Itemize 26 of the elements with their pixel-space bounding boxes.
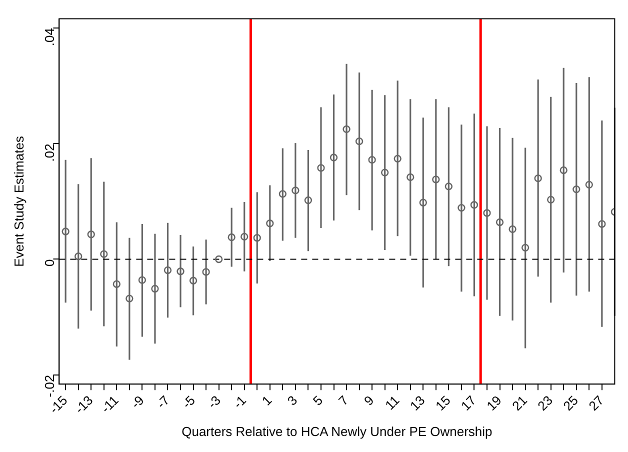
x-tick-label: 21 bbox=[509, 392, 530, 414]
y-tick-label: 0 bbox=[42, 259, 57, 266]
x-tick-label: 27 bbox=[586, 392, 607, 414]
x-tick-label: 7 bbox=[335, 392, 352, 408]
y-axis-title: Event Study Estimates bbox=[11, 136, 26, 267]
x-tick-label: -7 bbox=[154, 392, 172, 412]
x-tick-label: -9 bbox=[128, 392, 147, 412]
x-tick-label: 25 bbox=[560, 392, 582, 414]
x-tick-label: 1 bbox=[258, 392, 275, 408]
x-tick-label: 19 bbox=[484, 392, 504, 414]
x-tick-label: -1 bbox=[230, 392, 250, 412]
x-tick-label: 15 bbox=[432, 392, 454, 414]
x-tick-label: 23 bbox=[534, 392, 556, 414]
y-tick-label: .04 bbox=[42, 28, 57, 46]
x-tick-label: -5 bbox=[179, 392, 198, 412]
x-tick-label: 17 bbox=[458, 392, 479, 414]
x-tick-label: -13 bbox=[72, 392, 96, 417]
x-tick-label: -11 bbox=[98, 392, 122, 416]
x-tick-label: 5 bbox=[310, 392, 326, 408]
x-tick-label: 13 bbox=[406, 392, 428, 414]
x-axis-title: Quarters Relative to HCA Newly Under PE Ownership bbox=[182, 424, 492, 439]
x-tick-label: 11 bbox=[382, 392, 402, 413]
x-tick-label: 9 bbox=[360, 392, 377, 408]
y-tick-label: .02 bbox=[42, 144, 57, 162]
x-tick-label: -3 bbox=[204, 392, 224, 412]
x-tick-label: 3 bbox=[284, 392, 300, 408]
